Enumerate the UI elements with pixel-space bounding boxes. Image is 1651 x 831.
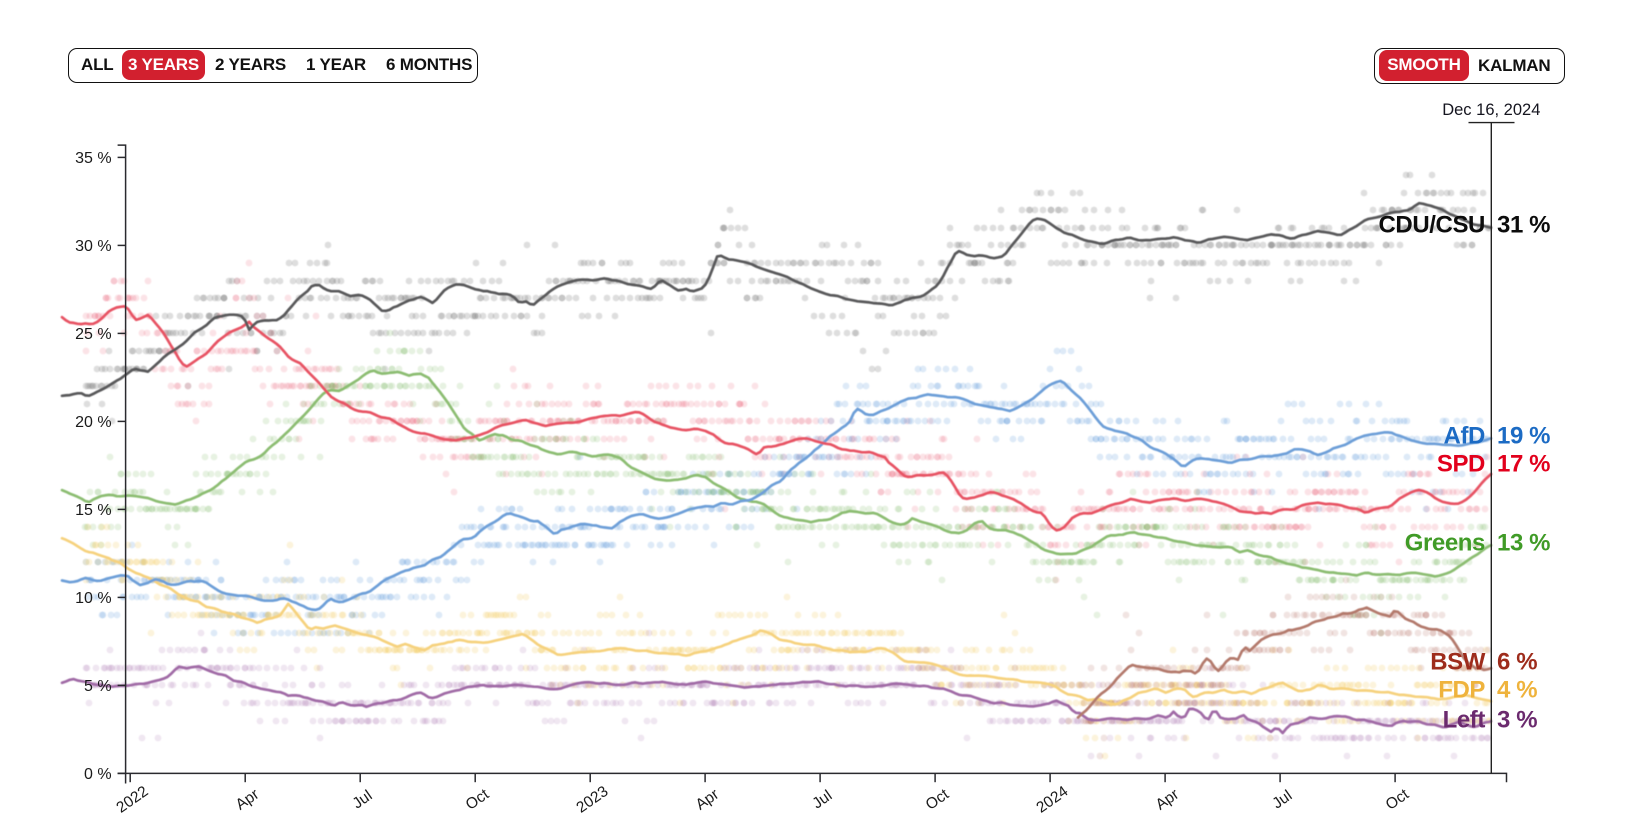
svg-text:17 %: 17 % [1497, 451, 1550, 478]
svg-text:13 %: 13 % [1497, 530, 1550, 557]
svg-text:4 %: 4 % [1497, 677, 1537, 704]
svg-text:Greens: Greens [1405, 530, 1485, 557]
svg-text:BSW: BSW [1430, 649, 1486, 676]
svg-text:19 %: 19 % [1497, 423, 1550, 450]
svg-text:Dec 16, 2024: Dec 16, 2024 [1442, 101, 1540, 119]
svg-text:CDU/CSU: CDU/CSU [1378, 212, 1485, 239]
svg-text:6 %: 6 % [1497, 649, 1537, 676]
svg-text:5 %: 5 % [84, 678, 112, 695]
svg-text:15 %: 15 % [75, 502, 111, 519]
svg-text:35 %: 35 % [75, 150, 111, 167]
svg-text:SPD: SPD [1437, 451, 1485, 478]
svg-text:31 %: 31 % [1497, 212, 1550, 239]
svg-text:30 %: 30 % [75, 238, 111, 255]
svg-text:10 %: 10 % [75, 590, 111, 607]
svg-text:20 %: 20 % [75, 414, 111, 431]
svg-text:3 %: 3 % [1497, 707, 1537, 734]
svg-text:Left: Left [1443, 707, 1486, 734]
svg-text:0 %: 0 % [84, 766, 112, 783]
svg-text:AfD: AfD [1444, 423, 1486, 450]
svg-text:25 %: 25 % [75, 326, 111, 343]
svg-text:FDP: FDP [1438, 677, 1485, 704]
